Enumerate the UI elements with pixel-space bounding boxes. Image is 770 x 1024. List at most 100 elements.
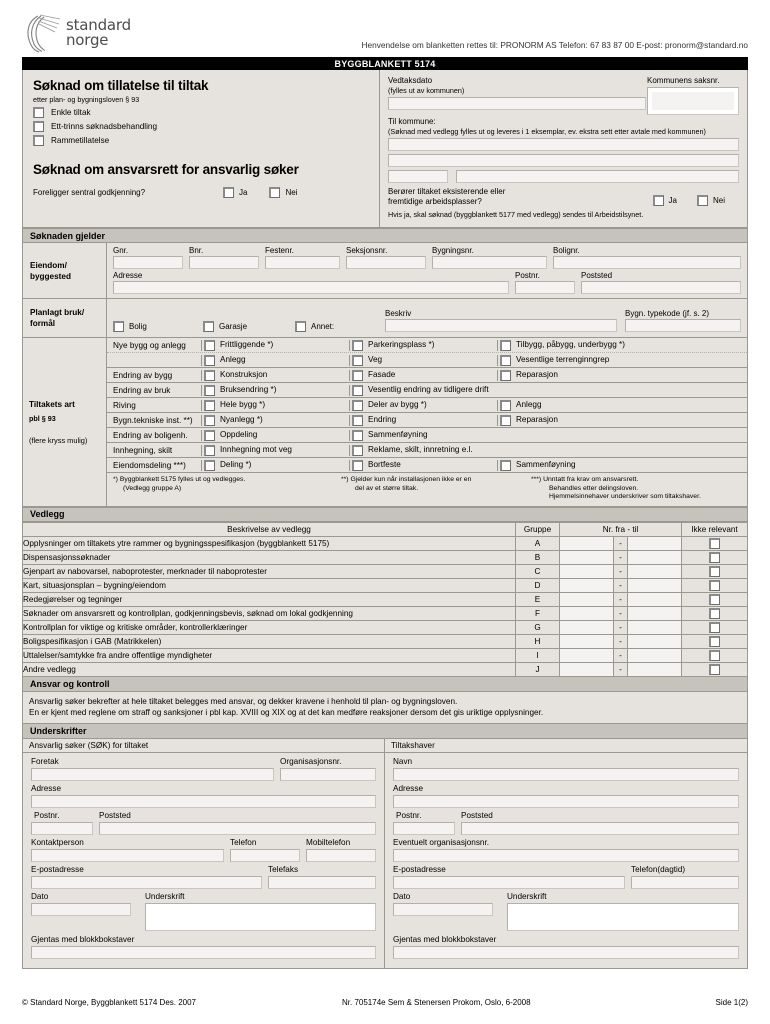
option-sammenfoyning-eiendom[interactable]: Sammenføyning (497, 459, 747, 471)
checkbox-icon[interactable] (352, 384, 363, 396)
checkbox-icon[interactable] (352, 339, 363, 351)
til-kommune-input-2[interactable] (388, 154, 739, 167)
til-kommune-postnr-input[interactable] (388, 170, 448, 183)
vedlegg-nr-til-input[interactable] (627, 633, 682, 649)
poststed-input[interactable] (461, 821, 739, 835)
vedlegg-ikke-relevant-cell[interactable] (681, 577, 748, 593)
vedlegg-ikke-relevant-cell[interactable] (681, 647, 748, 663)
checkbox-icon[interactable] (204, 444, 215, 456)
checkbox-icon[interactable] (33, 121, 44, 132)
checkbox-icon[interactable] (204, 354, 215, 366)
blokkbokstaver-input[interactable] (393, 945, 739, 959)
option-veg[interactable]: Veg (349, 354, 497, 366)
planlagt-option-garasje[interactable]: Garasje (203, 321, 295, 332)
option-hele-bygg[interactable]: Hele bygg *) (201, 399, 349, 411)
vedlegg-nr-til-input[interactable] (627, 647, 682, 663)
option-fasade[interactable]: Fasade (349, 369, 497, 381)
vedlegg-nr-til-input[interactable] (627, 535, 682, 551)
checkbox-icon[interactable] (269, 187, 281, 198)
vedlegg-ikke-relevant-cell[interactable] (681, 633, 748, 649)
kommunens-saksnr-input[interactable] (647, 87, 739, 115)
telefon-dagtid-input[interactable] (631, 875, 739, 889)
option-tilbygg[interactable]: Tilbygg, påbygg, underbygg *) (497, 339, 747, 351)
checkbox-icon[interactable] (352, 459, 363, 471)
checkbox-icon[interactable] (500, 339, 511, 351)
checkbox-icon[interactable] (204, 384, 215, 396)
checkbox-icon[interactable] (709, 607, 720, 619)
telefaks-input[interactable] (268, 875, 376, 889)
checkbox-icon[interactable] (709, 579, 720, 591)
blokkbokstaver-input[interactable] (31, 945, 376, 959)
poststed-input[interactable] (581, 281, 741, 294)
vedlegg-nr-fra-input[interactable] (559, 535, 614, 551)
option-parkeringsplass[interactable]: Parkeringsplass *) (349, 339, 497, 351)
option-reklame-skilt[interactable]: Reklame, skilt, innretning e.l. (349, 444, 747, 456)
checkbox-icon[interactable] (500, 459, 511, 471)
checkbox-icon[interactable] (709, 663, 720, 675)
postnr-input[interactable] (31, 821, 93, 835)
checkbox-icon[interactable] (352, 414, 363, 426)
postnr-input[interactable] (515, 281, 575, 294)
checkbox-icon[interactable] (352, 429, 363, 441)
option-vesentlig-endring-drift[interactable]: Vesentlig endring av tidligere drift (349, 384, 747, 396)
telefon-input[interactable] (230, 848, 300, 862)
checkbox-icon[interactable] (33, 107, 44, 118)
arbeidsplasser-ja[interactable]: Ja (652, 195, 677, 206)
bygningsnr-input[interactable] (432, 256, 547, 269)
vedlegg-nr-fra-input[interactable] (559, 605, 614, 621)
checkbox-icon[interactable] (204, 339, 215, 351)
bolignr-input[interactable] (553, 256, 741, 269)
adresse-input[interactable] (393, 794, 739, 808)
planlagt-option-bolig[interactable]: Bolig (113, 321, 203, 332)
checkbox-icon[interactable] (33, 135, 44, 146)
checkbox-icon[interactable] (500, 414, 511, 426)
vedlegg-ikke-relevant-cell[interactable] (681, 549, 748, 565)
vedlegg-nr-til-input[interactable] (627, 605, 682, 621)
vedlegg-nr-til-input[interactable] (627, 619, 682, 635)
option-oppdeling[interactable]: Oppdeling (201, 429, 349, 441)
checkbox-icon[interactable] (204, 459, 215, 471)
checkbox-icon[interactable] (500, 354, 511, 366)
seksjonsnr-input[interactable] (346, 256, 426, 269)
checkbox-icon[interactable] (500, 369, 511, 381)
checkbox-icon[interactable] (352, 369, 363, 381)
vedlegg-ikke-relevant-cell[interactable] (681, 591, 748, 607)
option-bruksendring[interactable]: Bruksendring *) (201, 384, 349, 396)
option-terrenginngrep[interactable]: Vesentlige terrenginngrep (497, 354, 747, 366)
bnr-input[interactable] (189, 256, 259, 269)
sentral-godkjenning-nei[interactable]: Nei (269, 187, 297, 198)
vedtaksdato-input[interactable] (388, 97, 646, 110)
vedlegg-nr-til-input[interactable] (627, 549, 682, 565)
option-konstruksjon[interactable]: Konstruksjon (201, 369, 349, 381)
epost-input[interactable] (31, 875, 262, 889)
checkbox-icon[interactable] (352, 444, 363, 456)
checkbox-icon[interactable] (500, 399, 511, 411)
vedlegg-nr-fra-input[interactable] (559, 563, 614, 579)
epost-input[interactable] (393, 875, 625, 889)
option-innhegning-mot-veg[interactable]: Innhegning mot veg (201, 444, 349, 456)
checkbox-icon[interactable] (204, 369, 215, 381)
checkbox-icon[interactable] (709, 593, 720, 605)
vedlegg-nr-til-input[interactable] (627, 591, 682, 607)
option-deling[interactable]: Deling *) (201, 459, 349, 471)
checkbox-icon[interactable] (203, 321, 214, 332)
option-ett-trinns[interactable]: Ett-trinns søknadsbehandling (33, 121, 369, 132)
option-endring[interactable]: Endring (349, 414, 497, 426)
planlagt-option-annet[interactable]: Annet: (295, 321, 385, 332)
vedlegg-ikke-relevant-cell[interactable] (681, 605, 748, 621)
vedlegg-nr-fra-input[interactable] (559, 647, 614, 663)
adresse-input[interactable] (31, 794, 376, 808)
eventuelt-orgnr-input[interactable] (393, 848, 739, 862)
option-riving-anlegg[interactable]: Anlegg (497, 399, 747, 411)
option-rammetillatelse[interactable]: Rammetillatelse (33, 135, 369, 146)
checkbox-icon[interactable] (113, 321, 124, 332)
option-reparasjon[interactable]: Reparasjon (497, 369, 747, 381)
vedlegg-nr-til-input[interactable] (627, 577, 682, 593)
checkbox-icon[interactable] (709, 551, 720, 563)
til-kommune-poststed-input[interactable] (456, 170, 739, 183)
option-enkle-tiltak[interactable]: Enkle tiltak (33, 107, 369, 118)
checkbox-icon[interactable] (352, 399, 363, 411)
option-anlegg[interactable]: Anlegg (201, 354, 349, 366)
festenr-input[interactable] (265, 256, 340, 269)
vedlegg-ikke-relevant-cell[interactable] (681, 619, 748, 635)
